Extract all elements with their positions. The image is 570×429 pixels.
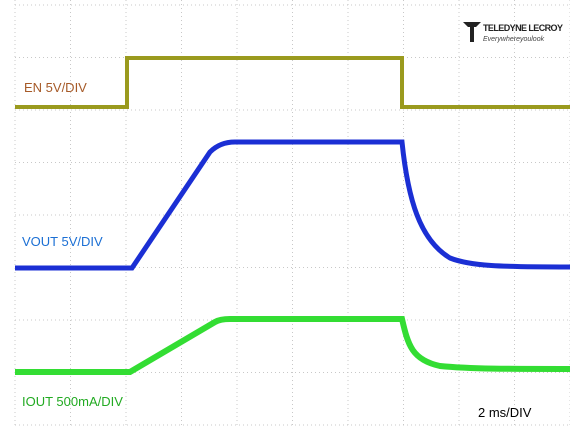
iout-trace [15,316,570,375]
logo: TELEDYNE LECROY Everywhereyoulook [463,22,563,43]
logo-tagline: Everywhereyoulook [483,36,545,43]
en-trace [15,56,570,109]
vout-trace [15,139,570,271]
en-label: EN 5V/DIV [24,80,87,95]
logo-brand: TELEDYNE LECROY [483,23,563,33]
iout-label: IOUT 500mA/DIV [22,394,123,409]
vout-label: VOUT 5V/DIV [22,234,103,249]
logo-icon [463,22,481,42]
timebase-label: 2 ms/DIV [478,405,532,420]
